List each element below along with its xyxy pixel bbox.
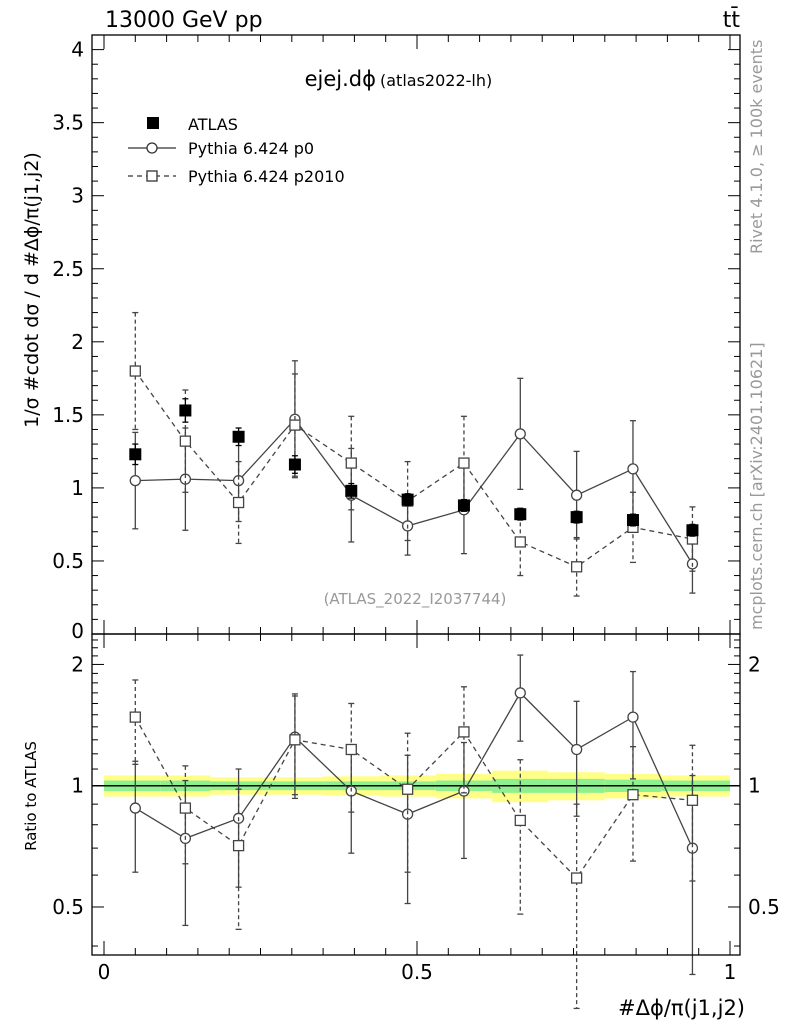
legend-label-p2010: Pythia 6.424 p2010 xyxy=(188,167,345,186)
ratio-y-tick-label-right: 1 xyxy=(748,774,761,798)
legend: ATLAS Pythia 6.424 p0 Pythia 6.424 p2010 xyxy=(128,115,345,186)
ratio-y-axis-label: Ratio to ATLAS xyxy=(22,741,40,851)
x-axis-label: #Δϕ/π(j1,j2) xyxy=(618,996,745,1020)
legend-label-atlas: ATLAS xyxy=(188,115,238,134)
main-marks xyxy=(129,311,699,597)
atlas-point xyxy=(288,458,301,471)
ratio-y-tick-label: 2 xyxy=(71,652,84,676)
ratio-p0-point xyxy=(514,687,526,699)
p2010-line xyxy=(134,370,693,568)
ratio-p2010-point xyxy=(686,794,699,806)
legend-label-p0: Pythia 6.424 p0 xyxy=(188,139,314,158)
legend-marker-atlas xyxy=(147,117,159,129)
ratio-bands xyxy=(92,770,740,803)
watermark: (ATLAS_2022_I2037744) xyxy=(324,590,507,609)
ratio-p2010-point xyxy=(129,711,141,723)
ratio-p2010-point xyxy=(232,839,245,852)
ratio-y-axis-title: Ratio to ATLAS xyxy=(22,741,40,851)
p0-point xyxy=(514,428,526,440)
main-y-tick-label: 0.5 xyxy=(52,549,84,573)
main-y-tick-label: 4 xyxy=(71,38,84,62)
ratio-p0-line xyxy=(134,691,694,849)
ratio-p2010-point xyxy=(514,814,526,827)
axes: 0.5 1 1.5 2 2.5 3 3.5 4 0 0.5 0.5 1 1 2 2 0 0.5 1 xyxy=(52,34,780,984)
ratio-y-tick-label-right: 0.5 xyxy=(748,895,780,919)
main-y-tick-label: 3.5 xyxy=(52,111,84,135)
p2010-point xyxy=(289,419,301,431)
ratio-y-tick-label: 0.5 xyxy=(52,895,84,919)
main-y-tick-label-zero: 0 xyxy=(71,619,84,643)
rivet-label: Rivet 4.1.0, ≥ 100k events xyxy=(747,40,766,254)
ratio-p2010-point xyxy=(458,726,470,738)
atlas-point xyxy=(232,430,245,443)
p2010-point xyxy=(179,435,192,447)
p0-point xyxy=(570,489,583,501)
ratio-p2010-point xyxy=(345,743,357,756)
x-tick-label: 1 xyxy=(724,960,737,984)
p0-point xyxy=(129,474,141,487)
ratio-marks xyxy=(129,654,699,1010)
atlas-point xyxy=(457,499,470,512)
ratio-p2010-point xyxy=(570,872,583,884)
p2010-point xyxy=(514,536,526,548)
main-title: ejej.dϕ xyxy=(305,67,376,91)
ratio-p2010-point xyxy=(401,783,414,795)
ratio-p2010-point xyxy=(627,789,639,801)
p0-line xyxy=(135,418,693,565)
p2010-point xyxy=(345,457,357,469)
legend-marker-p2010 xyxy=(146,170,158,182)
p2010-point xyxy=(232,496,245,509)
atlas-point xyxy=(686,524,699,537)
atlas-point xyxy=(129,448,142,461)
x-tick-label: 0 xyxy=(98,960,111,984)
main-y-tick-label: 2.5 xyxy=(52,257,84,281)
legend-marker-p0 xyxy=(146,142,158,154)
p2010-point xyxy=(129,365,141,377)
main-y-tick-label: 1 xyxy=(71,476,84,500)
main-y-tick-label: 3 xyxy=(71,184,84,208)
ratio-p0-point xyxy=(627,711,639,723)
ratio-p0-point xyxy=(129,802,141,814)
atlas-point xyxy=(179,404,192,417)
ratio-y-tick-label-right: 2 xyxy=(748,652,761,676)
p2010-point xyxy=(570,561,583,573)
x-tick-label: 0.5 xyxy=(401,960,433,984)
main-y-axis-title: 1/σ #cdot dσ / d #Δϕ/π(j1,j2) xyxy=(21,152,43,428)
main-y-tick-label: 1.5 xyxy=(52,403,84,427)
atlas-point xyxy=(345,484,358,497)
mcplots-label: mcplots.cern.ch [arXiv:2401.10621] xyxy=(747,342,766,630)
atlas-point xyxy=(514,508,527,521)
ratio-frame xyxy=(91,633,741,956)
p0-point xyxy=(627,463,639,475)
atlas-point xyxy=(626,514,639,527)
ratio-p0-point xyxy=(570,743,583,756)
header-left: 13000 GeV pp xyxy=(105,8,263,33)
ratio-y-tick-label: 1 xyxy=(71,774,84,798)
ratio-p2010-point xyxy=(289,734,301,746)
p2010-point xyxy=(458,457,470,469)
atlas-point xyxy=(570,511,583,524)
main-y-axis-label: 1/σ #cdot dσ / d #Δϕ/π(j1,j2) xyxy=(21,152,43,428)
ratio-p2010-point xyxy=(179,802,192,814)
atlas-point xyxy=(401,493,414,506)
header-right: tt̄ xyxy=(723,7,741,33)
main-y-tick-label: 2 xyxy=(71,330,84,354)
main-subtitle: (atlas2022-lh) xyxy=(380,71,492,90)
